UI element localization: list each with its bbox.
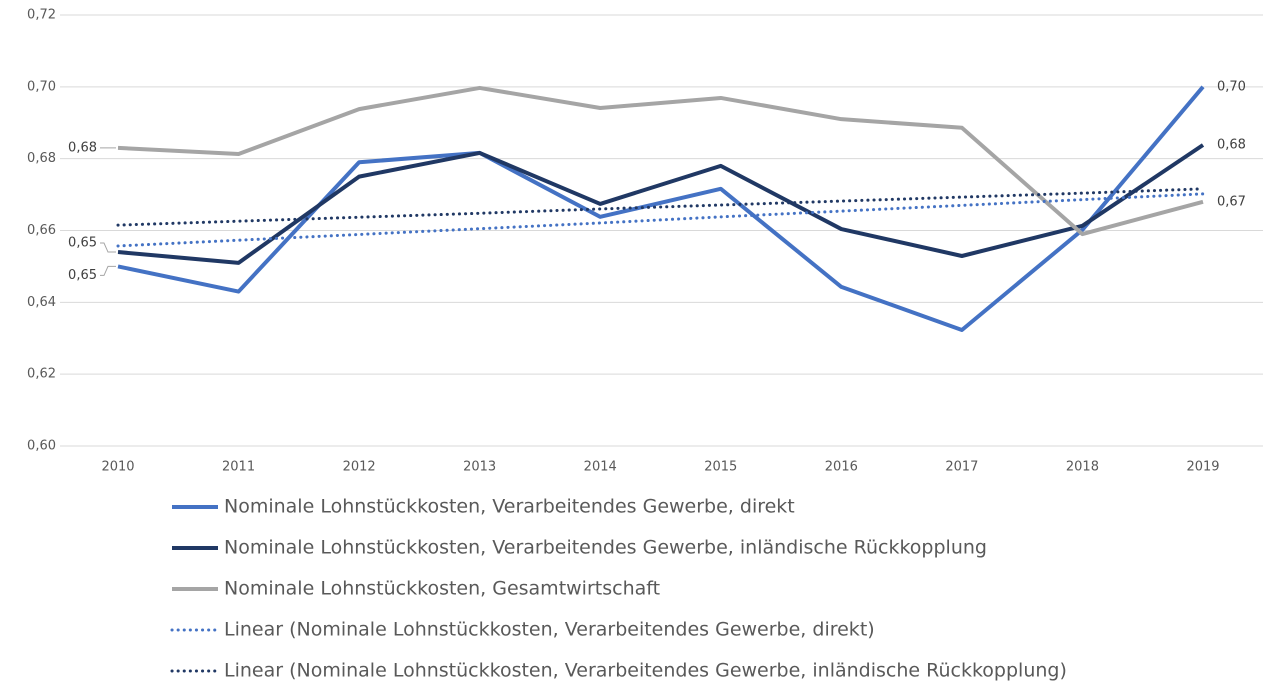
trend-line [116, 192, 1205, 248]
series-line [117, 85, 1205, 332]
y-tick-label: 0,62 [27, 367, 56, 382]
x-tick-label: 2016 [825, 460, 858, 475]
x-tick-label: 2019 [1186, 460, 1219, 475]
y-tick-label: 0,66 [27, 223, 56, 238]
legend-label: Nominale Lohnstückkosten, Verarbeitendes… [224, 537, 987, 559]
y-tick-label: 0,72 [27, 8, 56, 23]
x-tick-label: 2010 [101, 460, 134, 475]
series-line [117, 85, 1204, 237]
x-tick-label: 2012 [343, 460, 376, 475]
y-tick-label: 0,60 [27, 439, 56, 454]
legend-label: Linear (Nominale Lohnstückkosten, Verarb… [224, 619, 875, 641]
data-label: 0,65 [68, 268, 97, 283]
y-tick-label: 0,64 [27, 295, 56, 310]
y-tick-label: 0,68 [27, 151, 56, 166]
leader-line [100, 242, 116, 253]
legend-label: Nominale Lohnstückkosten, Verarbeitendes… [224, 496, 795, 518]
legend-label: Nominale Lohnstückkosten, Gesamtwirtscha… [224, 578, 660, 600]
x-tick-label: 2013 [463, 460, 496, 475]
x-tick-label: 2014 [584, 460, 617, 475]
x-tick-label: 2018 [1066, 460, 1099, 475]
data-label: 0,68 [1217, 138, 1246, 153]
trend-line [116, 187, 1205, 227]
y-tick-label: 0,70 [27, 79, 56, 94]
data-label: 0,67 [1217, 194, 1246, 209]
data-label: 0,68 [68, 140, 97, 155]
x-tick-label: 2017 [945, 460, 978, 475]
legend-label: Linear (Nominale Lohnstückkosten, Verarb… [224, 660, 1067, 682]
series-line [117, 143, 1205, 265]
x-tick-label: 2015 [704, 460, 737, 475]
leader-line [100, 265, 116, 276]
x-tick-label: 2011 [222, 460, 255, 475]
data-label: 0,65 [68, 236, 97, 251]
data-label: 0,70 [1217, 79, 1246, 94]
